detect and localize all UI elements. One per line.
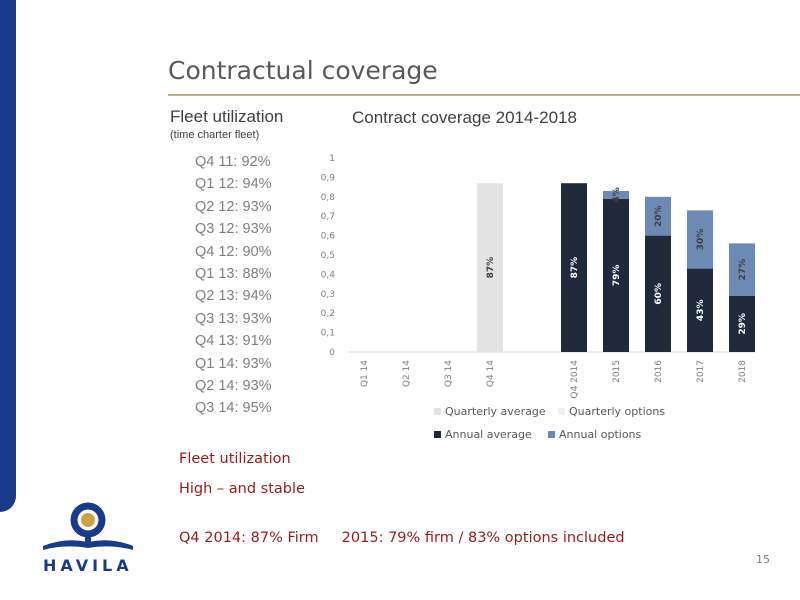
y-tick-label: 0,8	[321, 193, 336, 203]
data-label: 60%	[654, 283, 664, 305]
data-label: 79%	[612, 265, 622, 287]
legend-swatch	[434, 431, 441, 438]
data-label: 27%	[738, 259, 748, 281]
fleet-utilization-subheading: (time charter fleet)	[170, 129, 260, 141]
list-item: Q1 13: 88%	[195, 265, 272, 282]
data-label: 20%	[654, 205, 664, 227]
brand-name: HAVILA	[43, 556, 133, 575]
x-tick-label: Q4 2014	[570, 360, 580, 399]
y-tick-label: 0,2	[321, 309, 335, 319]
bar-annual-average	[603, 198, 629, 352]
data-label: 87%	[486, 257, 496, 279]
note-fleet-utilization: Fleet utilization	[179, 451, 291, 467]
data-label: 29%	[738, 313, 748, 335]
list-item: Q3 12: 93%	[195, 221, 272, 238]
y-tick-label: 0,4	[321, 270, 336, 280]
fleet-utilization-heading: Fleet utilization	[170, 107, 284, 126]
legend-swatch	[558, 408, 565, 415]
y-tick-label: 0	[329, 348, 335, 358]
x-tick-label: 2017	[696, 360, 706, 383]
legend-swatch	[548, 431, 555, 438]
bar-annual-options	[603, 190, 629, 199]
x-tick-label: 2016	[654, 360, 664, 383]
chart-title: Contract coverage 2014-2018	[352, 108, 577, 127]
x-tick-label: Q2 14	[402, 360, 412, 387]
list-item: Q4 11: 92%	[195, 154, 271, 170]
list-item: Q2 12: 93%	[195, 198, 272, 215]
bar-annual-average	[645, 235, 671, 352]
y-tick-label: 0,7	[321, 212, 335, 222]
x-tick-label: Q1 14	[360, 360, 370, 387]
y-tick-label: 0,6	[321, 232, 336, 242]
x-tick-label: 2018	[738, 360, 748, 383]
page-number: 15	[756, 553, 770, 566]
bar-annual-options	[645, 196, 671, 236]
side-band	[0, 0, 16, 512]
legend-label: Annual average	[445, 428, 532, 441]
list-item: Q3 13: 93%	[195, 310, 272, 327]
data-label: 30%	[696, 229, 706, 251]
data-label: 43%	[696, 300, 706, 322]
legend-label: Annual options	[559, 428, 642, 441]
page-title: Contractual coverage	[168, 56, 438, 85]
bar-annual-average	[561, 183, 587, 352]
y-tick-label: 0,3	[321, 290, 335, 300]
legend-swatch	[434, 408, 441, 415]
x-tick-label: 2015	[612, 360, 622, 383]
bar-annual-average	[729, 295, 755, 352]
contract-coverage-chart: 0 0,1 0,2 0,3 0,4 0,5 0,6 0,7 0,8 0,9 1 Q1 14 Q2 14 Q…	[321, 154, 755, 441]
note-high-and-stable: High – and stable	[179, 481, 305, 497]
list-item: Q3 14: 95%	[195, 400, 272, 417]
list-item: Q1 14: 93%	[195, 355, 272, 372]
bar-annual-options	[729, 243, 755, 296]
list-item: Q1 12: 94%	[195, 176, 272, 193]
data-label: 4%	[612, 187, 622, 202]
list-item: Q4 13: 91%	[195, 333, 272, 350]
fleet-utilization-list: Q4 11: 92% Q1 12: 94% Q2 12: 93% Q3 12: …	[195, 151, 272, 420]
y-tick-label: 0,5	[321, 251, 335, 261]
havila-logo-icon	[43, 502, 133, 550]
bar-annual-average	[687, 268, 713, 352]
list-item: Q2 14: 93%	[195, 377, 272, 394]
legend-label: Quarterly options	[569, 405, 665, 418]
list-item: Q4 12: 90%	[195, 243, 272, 260]
legend-label: Quarterly average	[445, 405, 546, 418]
y-tick-label: 0,1	[321, 329, 335, 339]
bar-quarterly-average	[477, 183, 503, 352]
y-tick-label: 0,9	[321, 173, 336, 183]
bar-annual-options	[687, 210, 713, 269]
x-tick-label: Q3 14	[444, 360, 454, 387]
title-divider	[168, 94, 800, 96]
note-coverage-summary: Q4 2014: 87% Firm 2015: 79% firm / 83% o…	[179, 530, 625, 546]
y-tick-label: 1	[329, 154, 335, 164]
x-tick-label: Q4 14	[486, 360, 496, 387]
list-item: Q2 13: 94%	[195, 288, 272, 305]
data-label: 87%	[570, 257, 580, 279]
